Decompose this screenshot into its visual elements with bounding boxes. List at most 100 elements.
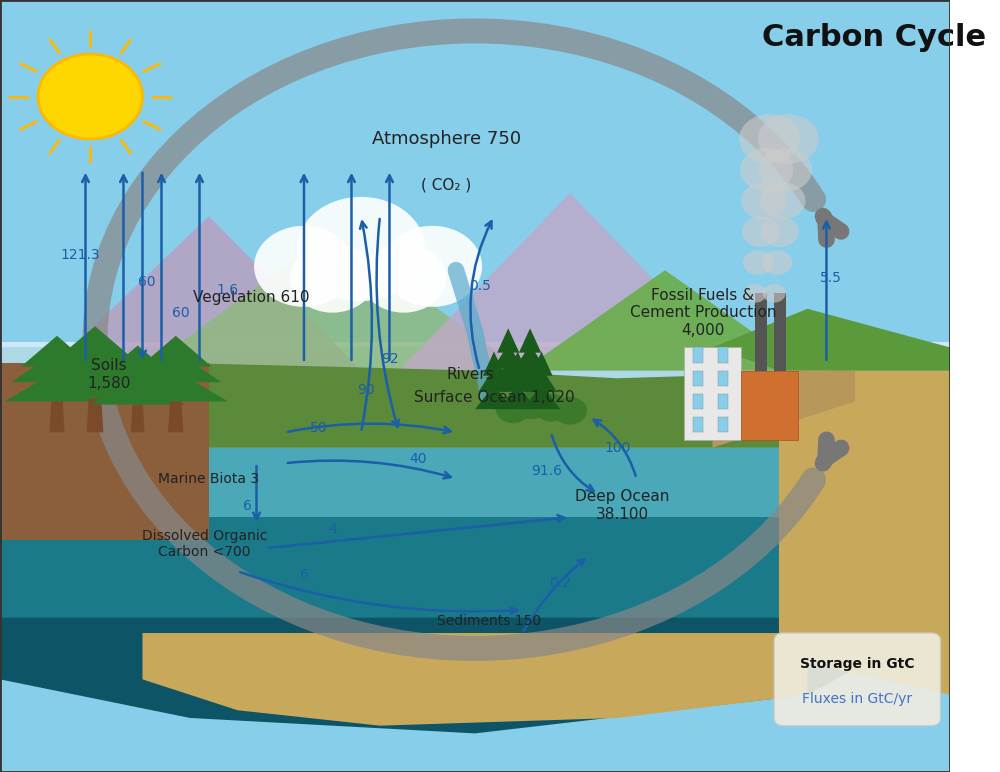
Polygon shape — [0, 352, 950, 394]
Circle shape — [534, 394, 568, 422]
Text: Deep Ocean
38.100: Deep Ocean 38.100 — [575, 489, 669, 522]
Polygon shape — [0, 350, 950, 393]
Text: 90: 90 — [357, 383, 375, 397]
Text: 6: 6 — [243, 499, 251, 513]
Circle shape — [38, 54, 142, 139]
Polygon shape — [526, 367, 557, 392]
Text: 50: 50 — [309, 422, 327, 435]
Polygon shape — [0, 367, 950, 410]
Polygon shape — [741, 371, 798, 440]
Polygon shape — [123, 371, 228, 401]
Polygon shape — [142, 633, 807, 726]
Circle shape — [760, 182, 806, 219]
Polygon shape — [11, 351, 103, 382]
Text: Surface Ocean 1,020: Surface Ocean 1,020 — [414, 390, 574, 405]
Polygon shape — [718, 371, 728, 386]
Polygon shape — [21, 336, 93, 367]
Polygon shape — [499, 385, 537, 409]
Circle shape — [496, 395, 530, 423]
Text: Fossil Fuels &
Cement Production
4,000: Fossil Fuels & Cement Production 4,000 — [630, 288, 776, 337]
Circle shape — [763, 284, 786, 303]
Circle shape — [515, 391, 549, 419]
Polygon shape — [0, 357, 950, 399]
Polygon shape — [0, 448, 950, 517]
Circle shape — [382, 225, 482, 306]
Text: Carbon Cycle: Carbon Cycle — [762, 23, 986, 52]
Polygon shape — [38, 364, 152, 398]
Circle shape — [742, 216, 780, 247]
Polygon shape — [0, 355, 950, 448]
Polygon shape — [0, 344, 950, 386]
Polygon shape — [684, 347, 741, 440]
Polygon shape — [0, 359, 950, 401]
Polygon shape — [49, 401, 65, 432]
Polygon shape — [515, 344, 545, 369]
Polygon shape — [0, 363, 209, 540]
Polygon shape — [507, 351, 529, 376]
Polygon shape — [693, 394, 703, 409]
Text: Marine Biota 3: Marine Biota 3 — [158, 472, 260, 486]
Polygon shape — [718, 417, 728, 432]
Polygon shape — [140, 336, 212, 367]
Polygon shape — [718, 347, 728, 363]
Text: 100: 100 — [604, 441, 631, 455]
Circle shape — [739, 114, 800, 164]
Polygon shape — [0, 0, 950, 772]
Polygon shape — [0, 376, 950, 418]
Polygon shape — [142, 232, 522, 371]
Text: ( CO₂ ): ( CO₂ ) — [421, 178, 472, 193]
Polygon shape — [5, 371, 109, 401]
Polygon shape — [479, 367, 509, 392]
Polygon shape — [0, 378, 950, 420]
Circle shape — [741, 182, 787, 219]
Polygon shape — [693, 347, 703, 363]
Polygon shape — [779, 371, 950, 695]
Text: 91.6: 91.6 — [531, 464, 562, 478]
Polygon shape — [0, 618, 950, 733]
Circle shape — [761, 216, 799, 247]
Text: Soils
1,580: Soils 1,580 — [88, 358, 131, 391]
Text: 6: 6 — [300, 568, 308, 582]
Polygon shape — [45, 343, 145, 377]
Text: 0.2: 0.2 — [550, 576, 571, 590]
Polygon shape — [497, 328, 519, 353]
Circle shape — [743, 250, 773, 275]
Polygon shape — [0, 382, 950, 425]
Text: 60: 60 — [172, 306, 189, 320]
Polygon shape — [0, 361, 950, 403]
Polygon shape — [523, 385, 560, 409]
Text: Vegetation 610: Vegetation 610 — [193, 290, 310, 305]
Text: 60: 60 — [138, 275, 156, 289]
Polygon shape — [0, 374, 950, 416]
Text: 92: 92 — [381, 352, 398, 366]
Circle shape — [759, 148, 812, 191]
Circle shape — [297, 197, 425, 301]
Circle shape — [762, 250, 792, 275]
Polygon shape — [105, 346, 170, 374]
Circle shape — [740, 148, 793, 191]
Polygon shape — [0, 342, 950, 384]
Text: 121.3: 121.3 — [61, 248, 101, 262]
Text: Fluxes in GtC/yr: Fluxes in GtC/yr — [802, 692, 912, 706]
Text: 4: 4 — [328, 522, 337, 536]
Polygon shape — [522, 270, 807, 371]
Circle shape — [553, 397, 587, 425]
Polygon shape — [97, 360, 179, 388]
Polygon shape — [0, 380, 950, 422]
Polygon shape — [0, 347, 950, 425]
Polygon shape — [712, 309, 950, 371]
Text: Rivers: Rivers — [446, 367, 494, 382]
Circle shape — [758, 114, 819, 164]
Polygon shape — [55, 326, 135, 360]
Polygon shape — [712, 371, 855, 448]
Text: 1.6: 1.6 — [217, 283, 239, 296]
Text: 5.5: 5.5 — [820, 271, 842, 285]
Polygon shape — [718, 394, 728, 409]
Polygon shape — [168, 401, 183, 432]
Text: Sediments 150: Sediments 150 — [437, 615, 541, 628]
Text: 0.5: 0.5 — [469, 279, 491, 293]
Polygon shape — [693, 371, 703, 386]
Polygon shape — [0, 365, 950, 408]
Polygon shape — [47, 216, 361, 371]
Polygon shape — [530, 351, 553, 376]
